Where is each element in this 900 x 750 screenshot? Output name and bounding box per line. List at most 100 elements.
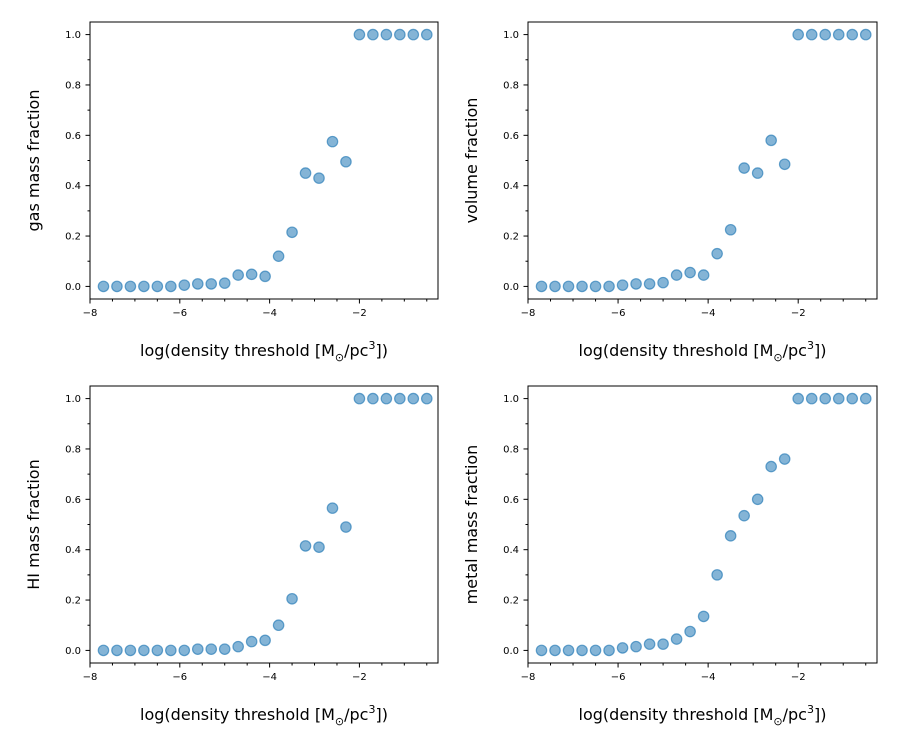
panel-2: −8 −6 −4 −2 0.0 0.2 0.4 0.6 0.8 1.0 log(density th… [462, 21, 878, 364]
data-point [394, 392, 406, 405]
data-point [353, 392, 366, 405]
data-point [111, 644, 123, 657]
data-point [576, 644, 588, 657]
y-tick-label: 1.0 [503, 394, 519, 405]
data-point [245, 268, 258, 281]
data-point [616, 642, 629, 654]
data-point [589, 644, 602, 657]
y-tick-label: 1.0 [65, 30, 81, 41]
data-point [286, 226, 298, 239]
data-point [326, 502, 339, 514]
data-point [657, 276, 669, 289]
data-point [819, 392, 832, 405]
x-tick-label: −4 [701, 308, 716, 319]
y-tick-label: 0.4 [65, 181, 81, 192]
data-point [859, 28, 872, 41]
data-point [151, 280, 164, 293]
data-point [191, 643, 204, 655]
data-point [420, 392, 433, 405]
y-tick-label: 1.0 [65, 394, 81, 405]
data-point [535, 644, 548, 657]
data-point [205, 643, 218, 655]
y-tick-label: 0.6 [503, 131, 519, 142]
data-point [562, 280, 575, 293]
plot-frame [527, 21, 878, 300]
data-point [805, 28, 818, 41]
data-point [420, 28, 433, 41]
data-point [778, 453, 791, 465]
panel-3: −8 −6 −4 −2 0.0 0.2 0.4 0.6 0.8 1.0 log(density th… [24, 385, 439, 728]
y-tick-label: 0.4 [65, 545, 81, 556]
data-point [178, 644, 191, 657]
y-tick-label: 0.2 [65, 596, 81, 607]
data-point [272, 250, 285, 262]
data-point [670, 269, 683, 281]
data-point [643, 638, 656, 650]
data-point [218, 277, 231, 289]
data-point [165, 280, 177, 293]
data-point [576, 280, 588, 293]
data-point [232, 640, 244, 653]
data-point [138, 644, 150, 657]
data-point [832, 28, 845, 41]
x-tick-label: −8 [521, 672, 536, 683]
data-point [697, 610, 710, 623]
x-tick-label: −6 [172, 308, 187, 319]
x-tick-label: −2 [352, 308, 367, 319]
y-tick-label: 0.6 [65, 131, 81, 142]
data-point [151, 644, 164, 657]
data-point [805, 392, 818, 405]
data-point [792, 392, 804, 405]
y-tick-label: 0.6 [65, 495, 81, 506]
y-tick-label: 0.4 [503, 545, 519, 556]
plot-frame [89, 385, 439, 664]
data-point [380, 28, 393, 41]
data-point [684, 266, 696, 279]
data-point [97, 644, 110, 657]
data-point [711, 569, 723, 581]
data-point [549, 644, 561, 657]
y-tick-label: 1.0 [503, 30, 519, 41]
data-point [711, 247, 723, 260]
plot-frame [89, 21, 439, 300]
y-tick-label: 0.0 [65, 646, 81, 657]
y-axis-label: HI mass fraction [24, 459, 43, 589]
y-tick-label: 0.8 [503, 80, 519, 91]
y-tick-label: 0.2 [65, 232, 81, 243]
data-point [751, 167, 764, 179]
y-tick-label: 0.0 [503, 282, 519, 293]
data-point [97, 280, 110, 293]
data-point [407, 28, 420, 41]
y-tick-label: 0.0 [503, 646, 519, 657]
data-point [380, 392, 393, 405]
data-point [724, 223, 737, 236]
data-point [138, 280, 150, 293]
data-point [367, 392, 379, 405]
y-tick-label: 0.2 [503, 596, 519, 607]
y-tick-label: 0.0 [65, 282, 81, 293]
y-tick-label: 0.6 [503, 495, 519, 506]
data-point [326, 135, 339, 148]
data-point [191, 278, 204, 290]
data-point [353, 28, 366, 41]
data-point [178, 279, 191, 291]
x-tick-label: −6 [611, 308, 626, 319]
data-point [603, 644, 615, 657]
x-axis-label: log(density threshold [M⊙/pc3]) [140, 339, 388, 364]
y-axis-label: metal mass fraction [462, 445, 481, 605]
data-point [846, 392, 859, 405]
data-point [819, 28, 832, 41]
panel-4: −8 −6 −4 −2 0.0 0.2 0.4 0.6 0.8 1.0 log(density th… [462, 385, 878, 728]
data-point [670, 633, 683, 645]
y-axis-label: volume fraction [462, 98, 481, 224]
data-point [724, 530, 737, 542]
data-point [751, 493, 764, 506]
data-point [165, 644, 177, 657]
data-point [643, 278, 656, 290]
data-point [367, 28, 379, 41]
data-point [232, 269, 244, 281]
data-point [765, 460, 777, 473]
x-tick-label: −6 [172, 672, 187, 683]
y-tick-label: 0.8 [65, 80, 81, 91]
